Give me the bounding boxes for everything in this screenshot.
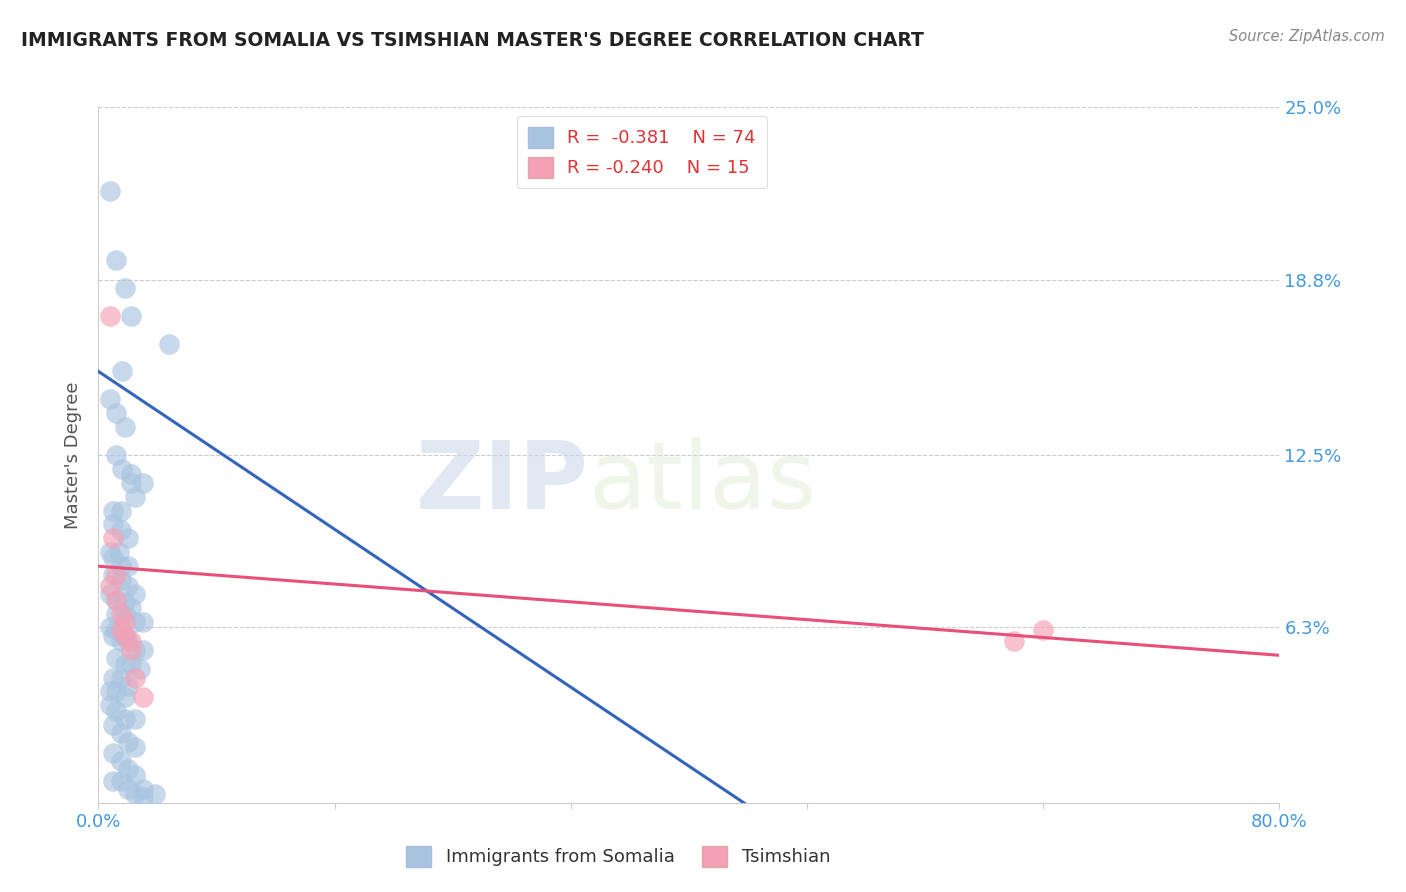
Point (117, 679, 139, 693)
Point (103, 567, 125, 582)
Point (114, 712, 136, 726)
Point (98, 184, 121, 198)
Point (120, 601, 142, 615)
Point (1002, 634, 1025, 648)
Point (117, 734, 139, 748)
Point (98, 545, 121, 559)
Point (120, 467, 142, 482)
Point (110, 726, 132, 740)
Point (105, 406, 128, 420)
Point (103, 503, 125, 517)
Point (120, 642, 142, 657)
Point (124, 642, 146, 657)
Point (110, 573, 132, 587)
Point (103, 629, 125, 643)
Point (132, 475, 155, 490)
Point (132, 615, 155, 629)
Point (105, 567, 128, 582)
Point (132, 790, 155, 805)
Point (117, 763, 139, 777)
Point (103, 671, 125, 685)
Point (124, 671, 146, 685)
Point (120, 309, 142, 323)
Point (110, 503, 132, 517)
Text: atlas: atlas (589, 437, 817, 529)
Y-axis label: Master's Degree: Master's Degree (65, 381, 83, 529)
Point (132, 781, 155, 796)
Text: IMMIGRANTS FROM SOMALIA VS TSIMSHIAN MASTER'S DEGREE CORRELATION CHART: IMMIGRANTS FROM SOMALIA VS TSIMSHIAN MAS… (21, 31, 924, 50)
Text: Source: ZipAtlas.com: Source: ZipAtlas.com (1229, 29, 1385, 44)
Point (98, 579, 121, 593)
Point (110, 607, 132, 621)
Point (103, 550, 125, 565)
Point (143, 788, 166, 802)
Point (114, 607, 136, 621)
Point (98, 392, 121, 407)
Point (132, 642, 155, 657)
Point (103, 746, 125, 760)
Point (114, 281, 136, 295)
Point (124, 587, 146, 601)
Point (103, 718, 125, 732)
Point (105, 704, 128, 718)
Point (120, 475, 142, 490)
Point (124, 768, 146, 782)
Point (114, 657, 136, 671)
Point (103, 773, 125, 788)
Point (98, 698, 121, 713)
Point (114, 420, 136, 434)
Point (132, 690, 155, 704)
Point (117, 532, 139, 546)
Point (124, 490, 146, 504)
Point (111, 364, 134, 378)
Point (114, 615, 136, 629)
Point (110, 523, 132, 537)
Point (105, 651, 128, 665)
Point (108, 545, 131, 559)
Point (98, 684, 121, 698)
Point (105, 253, 128, 268)
Point (110, 624, 132, 638)
Point (105, 448, 128, 462)
Point (117, 559, 139, 574)
Point (111, 462, 134, 476)
Point (120, 634, 142, 648)
Point (110, 754, 132, 768)
Point (105, 607, 128, 621)
Point (124, 712, 146, 726)
Point (98, 620, 121, 634)
Point (120, 657, 142, 671)
Point (117, 579, 139, 593)
Point (114, 629, 136, 643)
Point (114, 595, 136, 609)
Point (124, 788, 146, 802)
Point (110, 671, 132, 685)
Point (103, 517, 125, 532)
Point (110, 773, 132, 788)
Point (105, 684, 128, 698)
Point (98, 587, 121, 601)
Point (114, 629, 136, 643)
Point (114, 690, 136, 704)
Point (117, 781, 139, 796)
Point (103, 532, 125, 546)
Text: ZIP: ZIP (416, 437, 589, 529)
Point (105, 624, 128, 638)
Point (110, 634, 132, 648)
Point (105, 592, 128, 607)
Point (98, 309, 121, 323)
Point (1032, 624, 1054, 638)
Point (105, 592, 128, 607)
Legend: Immigrants from Somalia, Tsimshian: Immigrants from Somalia, Tsimshian (399, 838, 837, 874)
Point (117, 634, 139, 648)
Point (110, 559, 132, 574)
Point (124, 615, 146, 629)
Point (157, 336, 180, 351)
Point (124, 740, 146, 755)
Point (128, 662, 150, 676)
